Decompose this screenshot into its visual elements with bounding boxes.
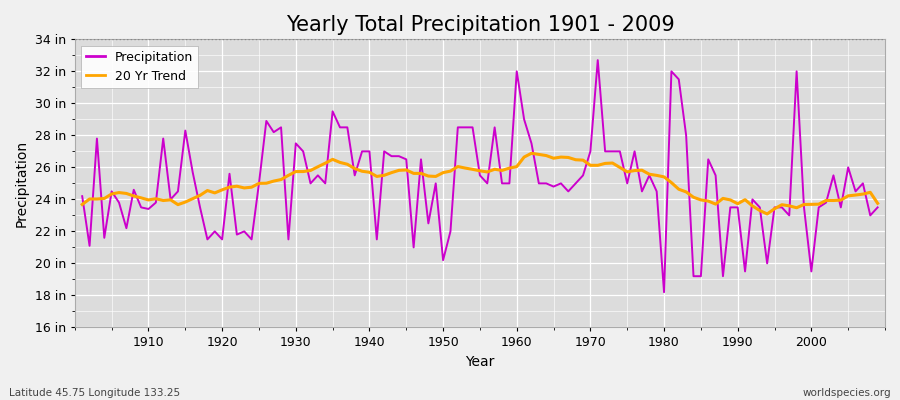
Line: 20 Yr Trend: 20 Yr Trend xyxy=(82,153,878,214)
20 Yr Trend xyxy=(504,166,515,170)
Title: Yearly Total Precipitation 1901 - 2009: Yearly Total Precipitation 1901 - 2009 xyxy=(285,15,674,35)
20 Yr Trend xyxy=(511,164,522,169)
20 Yr Trend xyxy=(608,161,618,166)
Line: Precipitation: Precipitation xyxy=(82,60,878,292)
Precipitation xyxy=(136,205,147,210)
20 Yr Trend xyxy=(136,196,147,200)
Legend: Precipitation, 20 Yr Trend: Precipitation, 20 Yr Trend xyxy=(81,46,198,88)
Text: worldspecies.org: worldspecies.org xyxy=(803,388,891,398)
Precipitation xyxy=(342,125,353,130)
Precipitation xyxy=(504,181,515,186)
20 Yr Trend xyxy=(872,201,883,206)
Precipitation xyxy=(659,290,670,295)
Precipitation xyxy=(298,149,309,154)
Precipitation xyxy=(511,69,522,74)
X-axis label: Year: Year xyxy=(465,355,495,369)
Text: Latitude 45.75 Longitude 133.25: Latitude 45.75 Longitude 133.25 xyxy=(9,388,180,398)
Precipitation xyxy=(872,205,883,210)
20 Yr Trend xyxy=(342,162,353,167)
20 Yr Trend xyxy=(526,151,537,156)
Precipitation xyxy=(592,58,603,62)
20 Yr Trend xyxy=(76,202,87,207)
20 Yr Trend xyxy=(761,212,772,216)
Y-axis label: Precipitation: Precipitation xyxy=(15,140,29,227)
Precipitation xyxy=(76,194,87,198)
20 Yr Trend xyxy=(298,169,309,174)
Precipitation xyxy=(608,149,618,154)
